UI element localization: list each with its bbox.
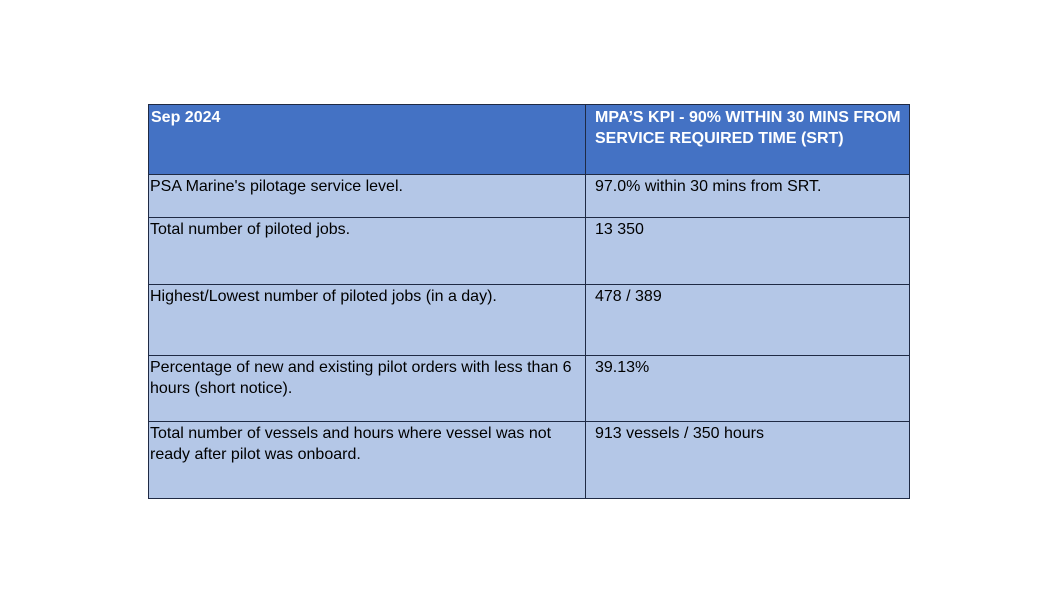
header-period: Sep 2024 bbox=[148, 104, 586, 175]
row-label: PSA Marine's pilotage service level. bbox=[148, 174, 586, 218]
table-row: Total number of piloted jobs. 13 350 bbox=[148, 217, 910, 285]
row-label: Percentage of new and existing pilot ord… bbox=[148, 355, 586, 422]
table-row: Total number of vessels and hours where … bbox=[148, 421, 910, 499]
table-header-row: Sep 2024 MPA’S KPI - 90% WITHIN 30 MINS … bbox=[148, 104, 910, 175]
table-row: Percentage of new and existing pilot ord… bbox=[148, 355, 910, 422]
table-row: PSA Marine's pilotage service level. 97.… bbox=[148, 174, 910, 218]
row-value: 13 350 bbox=[585, 217, 910, 285]
row-value: 97.0% within 30 mins from SRT. bbox=[585, 174, 910, 218]
header-kpi: MPA’S KPI - 90% WITHIN 30 MINS FROM SERV… bbox=[585, 104, 910, 175]
row-value: 39.13% bbox=[585, 355, 910, 422]
row-value: 478 / 389 bbox=[585, 284, 910, 356]
kpi-table: Sep 2024 MPA’S KPI - 90% WITHIN 30 MINS … bbox=[148, 104, 910, 499]
row-label: Total number of vessels and hours where … bbox=[148, 421, 586, 499]
table-row: Highest/Lowest number of piloted jobs (i… bbox=[148, 284, 910, 356]
row-value: 913 vessels / 350 hours bbox=[585, 421, 910, 499]
row-label: Total number of piloted jobs. bbox=[148, 217, 586, 285]
row-label: Highest/Lowest number of piloted jobs (i… bbox=[148, 284, 586, 356]
